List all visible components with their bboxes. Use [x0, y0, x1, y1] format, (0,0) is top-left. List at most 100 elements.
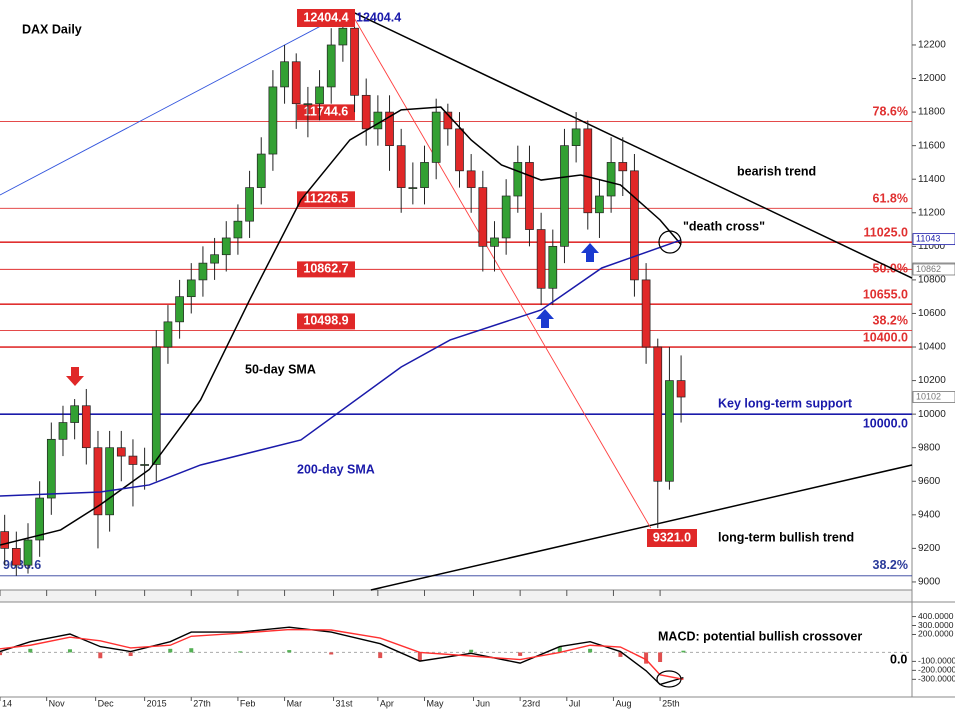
x-tick-label: Dec	[98, 698, 115, 708]
histogram-bar	[128, 652, 133, 657]
candle-body	[396, 145, 406, 188]
level-ratio: 38.2%	[873, 558, 908, 572]
price-tag-label: 10102	[916, 391, 941, 401]
candle-body	[11, 548, 21, 566]
candle-body	[641, 279, 651, 348]
x-tick-label: 2015	[147, 698, 167, 708]
histogram-bar	[588, 648, 593, 653]
y-tick-label: -200.0000	[918, 665, 955, 675]
candle-body	[571, 128, 581, 147]
axis-strip	[0, 590, 912, 602]
y-tick-label: 10400	[918, 342, 946, 353]
y-tick-label: 11000	[918, 241, 946, 252]
histogram-bar	[557, 646, 562, 653]
level-ratio: 38.2%	[873, 314, 908, 328]
candle-body	[466, 170, 476, 188]
trendline	[0, 10, 351, 196]
candle-body	[303, 103, 313, 106]
arrow-up	[581, 243, 599, 262]
candle-body	[653, 346, 663, 482]
histogram-bar	[681, 650, 686, 653]
price-tag-label: 11043	[916, 233, 940, 243]
candle-body	[210, 254, 219, 264]
candle-body	[163, 321, 173, 348]
histogram-bar	[168, 648, 173, 653]
candle-body	[70, 405, 79, 423]
candle-body	[280, 61, 289, 88]
candle-body	[315, 86, 324, 105]
histogram-bar	[28, 648, 33, 653]
y-tick-label: 11800	[918, 107, 946, 118]
extreme-label: 12404.4	[356, 10, 401, 24]
candle-body	[128, 455, 138, 465]
histogram-bar	[658, 652, 663, 663]
candle-body	[23, 539, 33, 566]
sma-line	[0, 239, 682, 497]
y-tick-label: 10800	[918, 275, 946, 286]
candle-body	[455, 128, 464, 172]
y-tick-label: 300.0000	[918, 620, 954, 630]
level-label-box	[297, 261, 355, 278]
candle-body	[665, 380, 674, 482]
level-label-box	[297, 191, 355, 208]
y-tick-label: 10200	[918, 375, 946, 386]
y-tick-label: -300.0000	[918, 674, 955, 684]
markers	[66, 230, 682, 688]
histogram-bar	[287, 650, 292, 653]
x-tick-label: May	[427, 698, 445, 708]
level-ratio: 10655.0	[863, 288, 908, 302]
candle-body	[58, 422, 68, 440]
candle-body	[105, 447, 114, 516]
candle-body	[478, 187, 488, 247]
y-tick-label: -100.0000	[918, 656, 955, 666]
candle-body	[548, 245, 558, 289]
x-tick-label: Mar	[287, 698, 303, 708]
candle-body	[501, 195, 511, 239]
candle-body	[350, 27, 359, 96]
y-tick-label: 9000	[918, 577, 941, 588]
candle-body	[0, 531, 10, 549]
candle-body	[513, 162, 523, 197]
y-tick-label: 9800	[918, 442, 941, 453]
candle-body	[245, 187, 254, 222]
price-tag	[912, 233, 955, 246]
histogram-bar	[378, 652, 383, 659]
candle-body	[198, 262, 208, 281]
candle-body	[151, 346, 161, 465]
candle-body	[606, 162, 616, 197]
candle-body	[408, 187, 418, 189]
level-label: 11744.6	[304, 105, 349, 119]
x-tick-label: Feb	[240, 698, 256, 708]
level-label-box	[297, 104, 355, 121]
x-tick-label: 27th	[193, 698, 211, 708]
histogram-bar	[518, 652, 523, 656]
candle-body	[35, 497, 45, 541]
level-ratio: 78.6%	[873, 105, 908, 119]
candle-body	[443, 111, 453, 130]
trend-label: bearish trend	[737, 164, 816, 178]
candle-body	[583, 128, 593, 214]
trendline	[349, 10, 652, 529]
level-label: 11226.5	[304, 192, 349, 206]
candle-body	[233, 220, 243, 239]
arrow-up	[536, 309, 554, 328]
trendline	[349, 9, 913, 279]
histogram-bar	[644, 652, 649, 664]
histogram-bar	[417, 652, 422, 662]
candle-body	[46, 438, 56, 499]
candle-body	[116, 447, 126, 457]
x-tick-label: Jul	[569, 698, 581, 708]
level-label-box	[297, 313, 355, 330]
level-label: 10862.7	[303, 262, 348, 276]
candle-body	[175, 296, 184, 323]
histogram-bar	[189, 648, 194, 653]
candle-body	[256, 153, 266, 188]
trend-label: long-term bullish trend	[718, 530, 854, 544]
y-tick-label: 400.0000	[918, 611, 954, 621]
y-tick-label: 9400	[918, 509, 941, 520]
x-tick-label: 31st	[336, 698, 354, 708]
candle-body	[291, 61, 301, 105]
y-tick-label: 10000	[918, 409, 946, 420]
